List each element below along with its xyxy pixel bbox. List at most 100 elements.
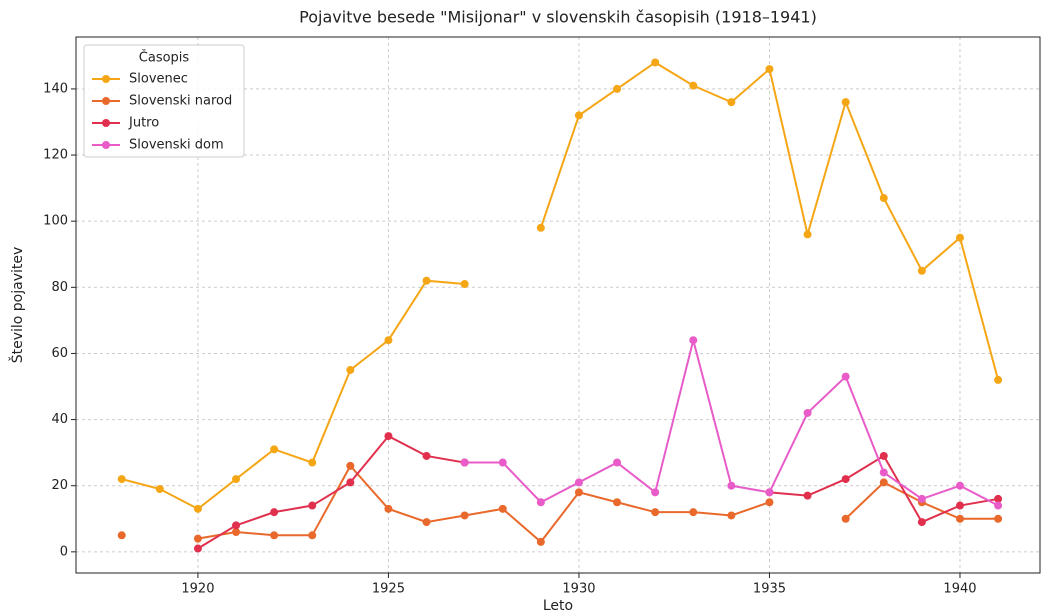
data-point bbox=[955, 233, 964, 242]
data-point bbox=[955, 501, 964, 510]
data-point bbox=[498, 458, 507, 467]
data-point bbox=[803, 230, 812, 239]
data-point bbox=[689, 336, 698, 345]
legend-marker bbox=[102, 119, 110, 127]
data-point bbox=[613, 458, 622, 467]
x-tick-label: 1940 bbox=[943, 582, 976, 597]
x-axis-label: Leto bbox=[543, 598, 573, 614]
data-point bbox=[917, 494, 926, 503]
data-point bbox=[460, 511, 469, 520]
data-point bbox=[384, 336, 393, 345]
data-point bbox=[994, 501, 1003, 510]
data-point bbox=[536, 223, 545, 232]
legend-label: Slovenec bbox=[129, 72, 188, 87]
y-tick-label: 20 bbox=[51, 478, 68, 493]
data-point bbox=[270, 508, 279, 517]
series-line bbox=[121, 61, 1000, 511]
y-tick-label: 100 bbox=[43, 214, 68, 229]
data-point bbox=[536, 498, 545, 507]
x-tick-label: 1925 bbox=[372, 582, 405, 597]
data-point bbox=[651, 488, 660, 497]
data-point bbox=[689, 81, 698, 90]
legend-label: Jutro bbox=[128, 116, 159, 131]
data-point bbox=[879, 468, 888, 477]
data-point bbox=[384, 432, 393, 441]
y-tick-label: 140 bbox=[43, 81, 68, 96]
data-point bbox=[765, 65, 774, 74]
legend-marker bbox=[102, 75, 110, 83]
y-tick-label: 80 bbox=[51, 280, 68, 295]
data-point bbox=[193, 504, 202, 513]
y-tick-label: 60 bbox=[51, 346, 68, 361]
data-point bbox=[727, 98, 736, 107]
data-point bbox=[460, 280, 469, 289]
legend-label: Slovenski narod bbox=[129, 94, 232, 109]
data-point bbox=[422, 451, 431, 460]
data-point bbox=[232, 521, 241, 530]
data-point bbox=[384, 504, 393, 513]
x-tick-label: 1935 bbox=[753, 582, 786, 597]
y-tick-label: 0 bbox=[60, 544, 68, 559]
data-point bbox=[308, 501, 317, 510]
data-point bbox=[498, 504, 507, 513]
data-point bbox=[574, 111, 583, 120]
series-line bbox=[197, 464, 999, 544]
data-point bbox=[651, 508, 660, 517]
data-point bbox=[117, 531, 126, 540]
data-point bbox=[422, 518, 431, 527]
data-point bbox=[193, 534, 202, 543]
legend-label: Slovenski dom bbox=[129, 138, 224, 153]
data-point bbox=[232, 475, 241, 484]
data-point bbox=[841, 98, 850, 107]
data-point bbox=[270, 531, 279, 540]
data-point bbox=[994, 494, 1003, 503]
data-point bbox=[574, 488, 583, 497]
data-point bbox=[879, 451, 888, 460]
legend-box bbox=[83, 44, 245, 158]
data-point bbox=[917, 518, 926, 527]
data-point bbox=[613, 498, 622, 507]
data-point bbox=[346, 365, 355, 374]
data-point bbox=[193, 544, 202, 553]
plot-frame bbox=[75, 36, 1041, 574]
data-point bbox=[308, 531, 317, 540]
data-point bbox=[803, 408, 812, 417]
series-line bbox=[197, 434, 999, 550]
y-tick-label: 40 bbox=[51, 412, 68, 427]
data-point bbox=[574, 478, 583, 487]
y-tick-label: 120 bbox=[43, 148, 68, 163]
data-point bbox=[346, 478, 355, 487]
data-point bbox=[917, 266, 926, 275]
data-point bbox=[879, 194, 888, 203]
data-point bbox=[727, 511, 736, 520]
data-point bbox=[994, 514, 1003, 523]
data-point bbox=[536, 537, 545, 546]
y-axis-label: Število pojavitev bbox=[8, 247, 26, 364]
data-point bbox=[613, 84, 622, 93]
data-point bbox=[117, 475, 126, 484]
data-point bbox=[232, 527, 241, 536]
data-point bbox=[994, 375, 1003, 384]
data-point bbox=[155, 485, 164, 494]
x-tick-label: 1930 bbox=[562, 582, 595, 597]
data-point bbox=[727, 481, 736, 490]
data-point bbox=[308, 458, 317, 467]
chart-title: Pojavitve besede "Misijonar" v slovenski… bbox=[299, 8, 817, 27]
data-point bbox=[841, 514, 850, 523]
data-point bbox=[689, 508, 698, 517]
data-point bbox=[460, 458, 469, 467]
data-point bbox=[270, 445, 279, 454]
data-point bbox=[765, 498, 774, 507]
x-tick-label: 1920 bbox=[181, 582, 214, 597]
data-point bbox=[422, 276, 431, 285]
legend-marker bbox=[102, 141, 110, 149]
data-point bbox=[765, 488, 774, 497]
legend-marker bbox=[102, 97, 110, 105]
data-point bbox=[955, 514, 964, 523]
data-point bbox=[651, 58, 660, 67]
legend-title: Časopis bbox=[139, 50, 190, 66]
data-point bbox=[879, 478, 888, 487]
data-point bbox=[346, 461, 355, 470]
data-point bbox=[803, 491, 812, 500]
